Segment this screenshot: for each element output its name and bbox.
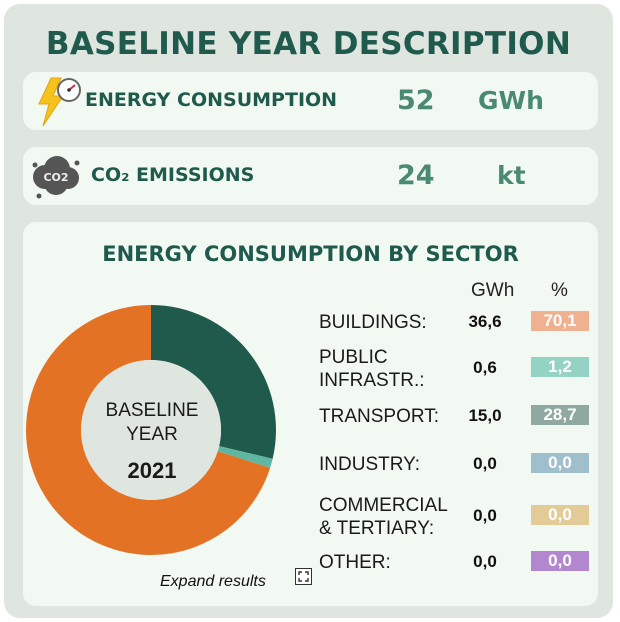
co2-emissions-label: CO₂ EMISSIONS [91,164,255,186]
donut-svg [26,305,276,555]
baseline-year: 2021 [127,458,177,483]
donut-slice-public-infrastr[interactable] [217,446,273,468]
sector-breakdown-card: ENERGY CONSUMPTION BY SECTOR GWh % BUILD… [23,222,598,606]
co2-cloud-icon: CO2 [29,151,83,203]
sector-pct-badge: 0,0 [531,551,589,571]
baseline-label-line1: BASELINE [105,400,199,421]
expand-icon[interactable] [295,568,312,585]
sector-pct-badge: 28,7 [531,405,589,425]
expand-results-link[interactable]: Expand results [160,573,266,590]
co2-emissions-card: CO2 CO₂ EMISSIONS 24 kt [23,147,598,205]
sector-value: 0,0 [473,454,497,473]
donut-slice-buildings[interactable] [26,305,271,555]
sector-donut-chart[interactable]: BASELINE YEAR 2021 [23,302,293,577]
co2-emissions-value: 24 [397,160,435,191]
donut-center [81,360,221,500]
baseline-label-line2: YEAR [126,424,178,445]
sector-label: BUILDINGS: [319,312,427,333]
energy-consumption-value: 52 [397,85,435,116]
sector-value: 0,0 [473,506,497,525]
sector-label: PUBLIC INFRASTR.: [319,347,425,391]
co2-emissions-unit: kt [497,161,526,190]
sector-label: TRANSPORT: [319,406,440,427]
sector-value: 36,6 [468,312,502,331]
baseline-panel: BASELINE YEAR DESCRIPTION ENERGY CONSUMP… [4,4,613,618]
sector-pct-badge: 70,1 [531,311,589,331]
sector-value: 0,6 [473,358,497,377]
page-title: BASELINE YEAR DESCRIPTION [45,26,572,62]
sector-label: INDUSTRY: [319,454,421,475]
energy-consumption-card: ENERGY CONSUMPTION 52 GWh [23,72,598,130]
sector-value: 0,0 [473,552,497,571]
column-header-pct: % [551,280,568,301]
column-header-gwh: GWh [471,280,515,301]
energy-consumption-label: ENERGY CONSUMPTION [85,89,338,111]
sector-title: ENERGY CONSUMPTION BY SECTOR [102,242,519,266]
sector-pct-badge: 1,2 [531,357,589,377]
sector-label: OTHER: [319,552,391,573]
sector-value: 15,0 [468,406,502,425]
donut-slice-transport[interactable] [151,305,276,459]
co2-icon-text: CO2 [43,171,68,184]
sector-pct-badge: 0,0 [531,453,589,473]
sector-label: COMMERCIAL & TERTIARY: [319,495,448,539]
sector-pct-badge: 0,0 [531,505,589,525]
energy-consumption-unit: GWh [478,86,544,115]
lightning-gauge-icon [31,76,83,128]
